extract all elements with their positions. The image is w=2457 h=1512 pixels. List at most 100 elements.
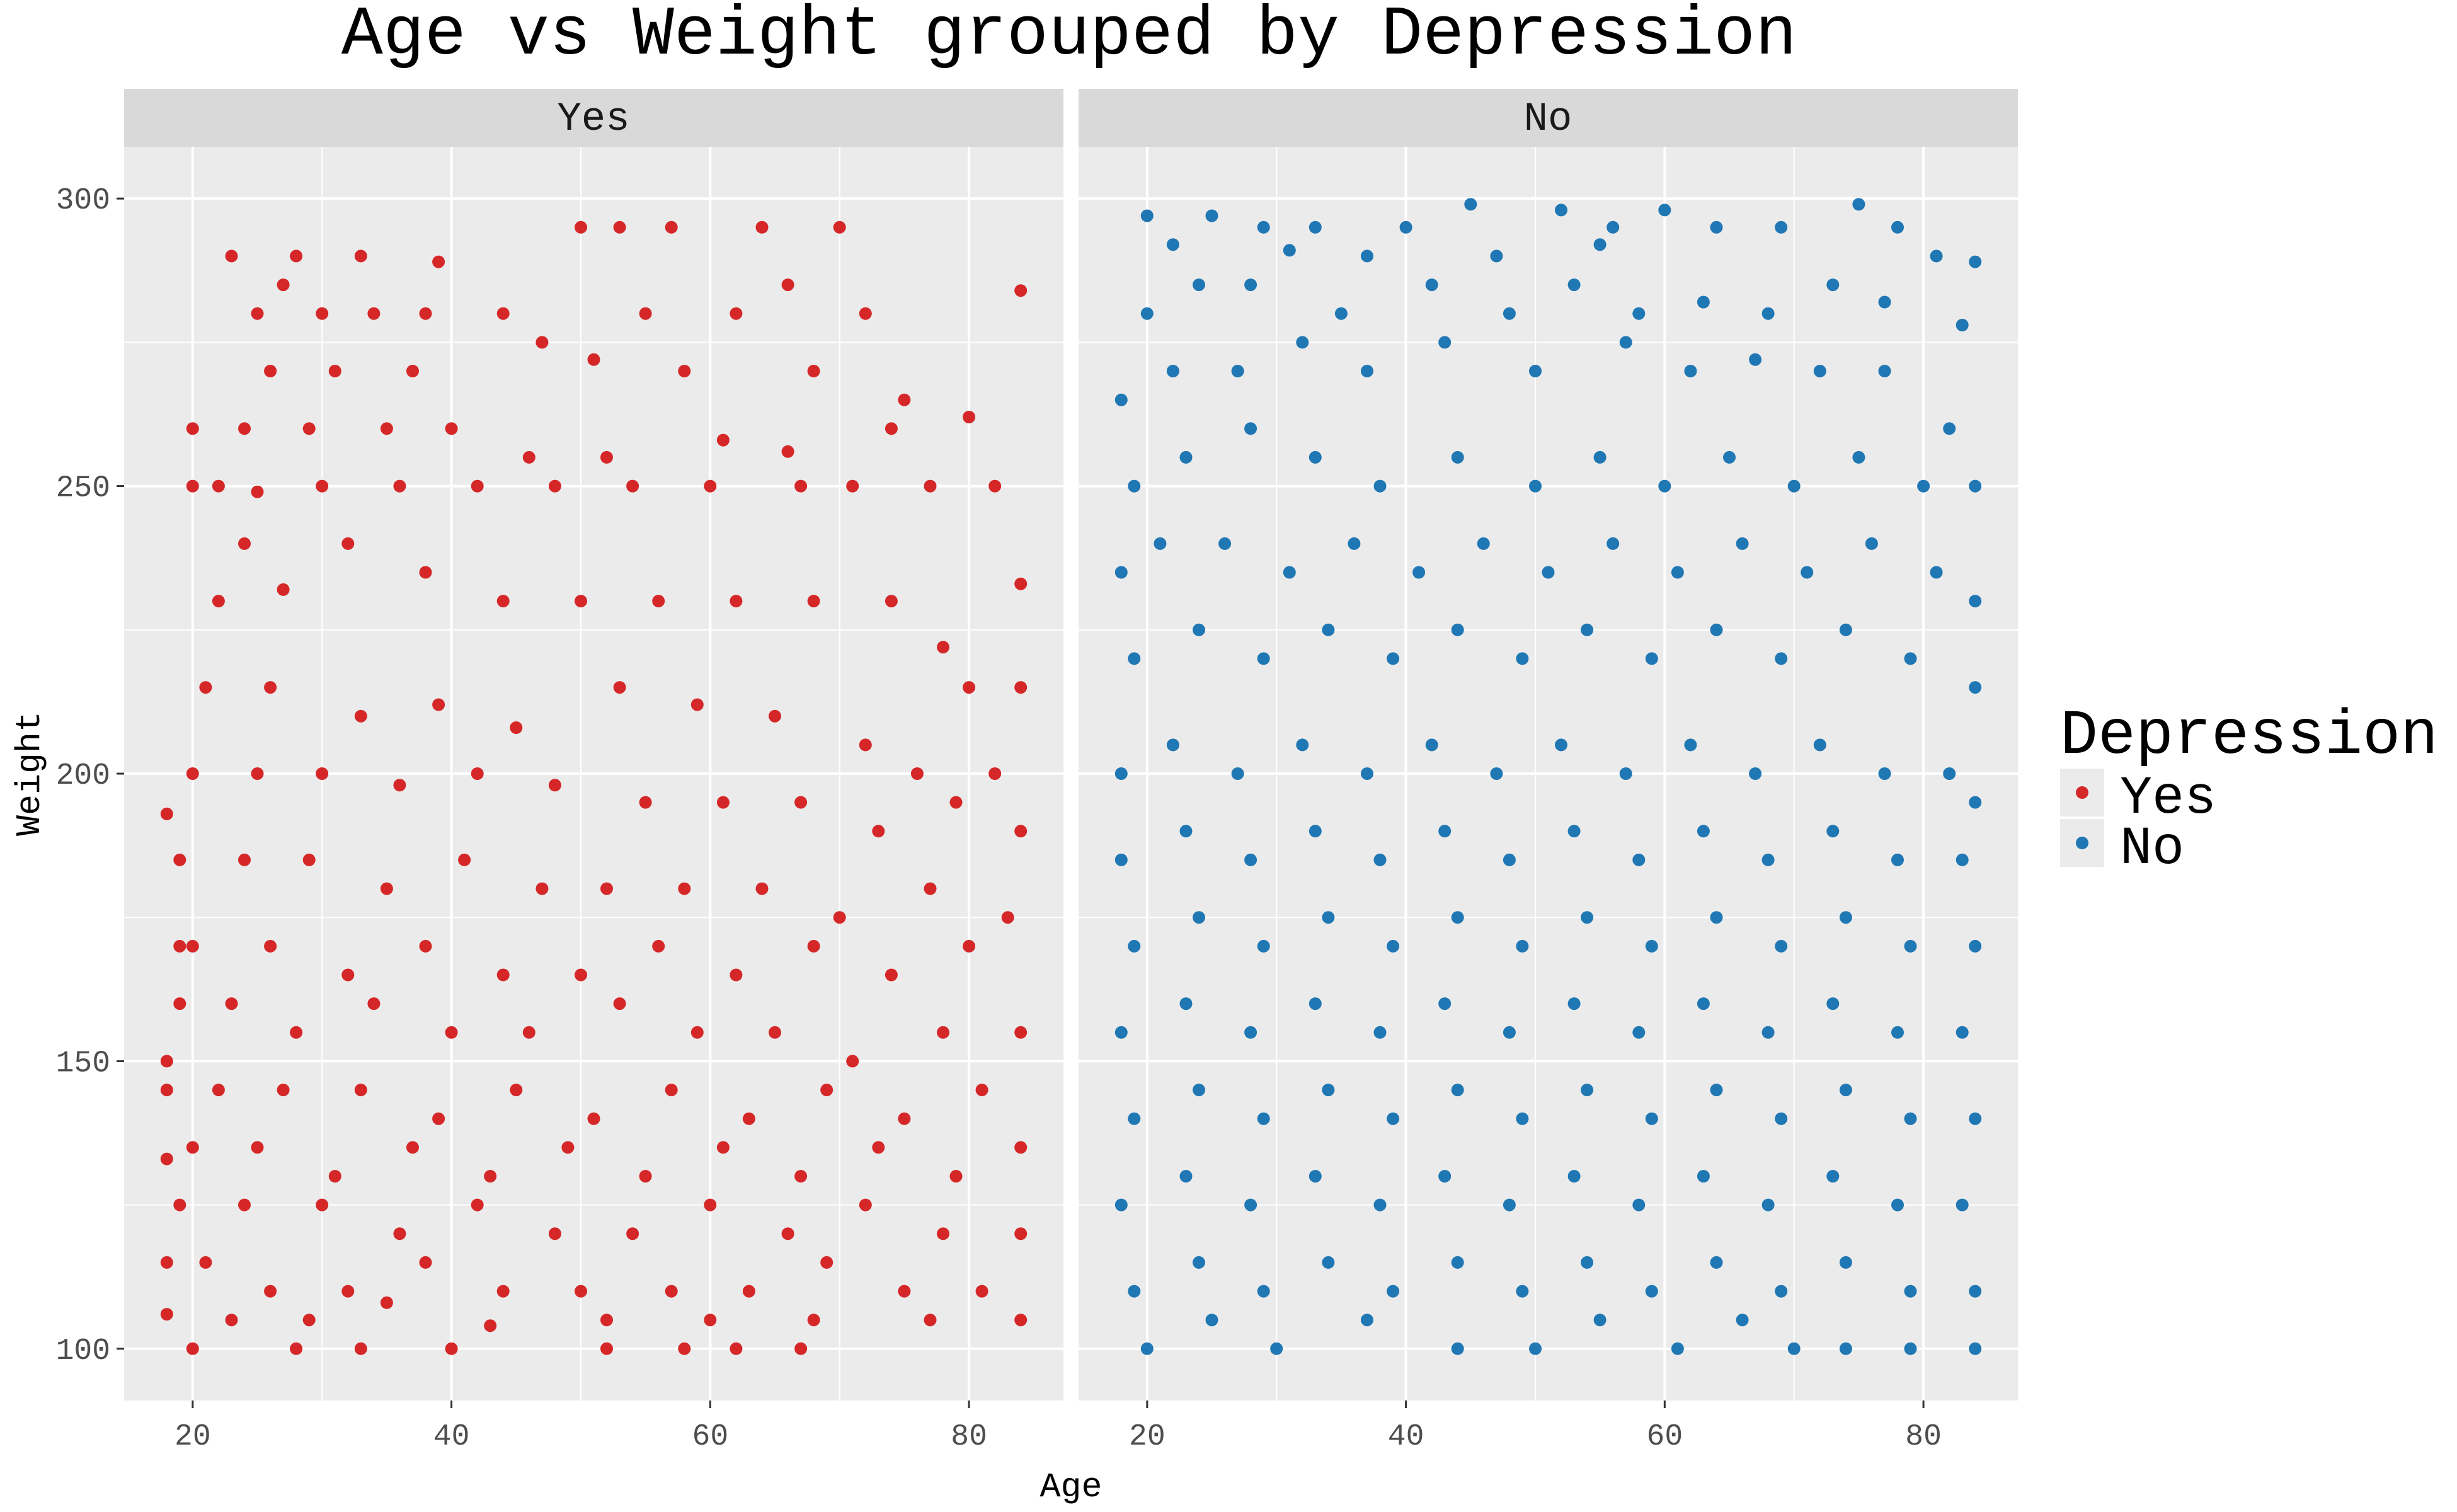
data-point-yes — [186, 479, 199, 493]
facet-strip-no — [1079, 89, 2018, 147]
data-point-no — [1179, 825, 1193, 838]
data-point-no — [1490, 249, 1503, 263]
data-point-no — [1283, 566, 1296, 579]
data-point-yes — [238, 853, 251, 866]
data-point-yes — [199, 1256, 212, 1269]
data-point-no — [1529, 1342, 1542, 1355]
data-point-no — [1438, 997, 1452, 1011]
data-point-yes — [328, 365, 341, 377]
data-point-yes — [807, 595, 820, 608]
facet-strip-yes-label: Yes — [557, 97, 629, 142]
data-point-no — [1451, 1084, 1464, 1097]
data-point-no — [1581, 911, 1594, 924]
data-point-no — [1581, 1084, 1594, 1097]
data-point-yes — [755, 882, 769, 895]
x-axis: 20 40 60 80 20 40 60 80 — [175, 1400, 1942, 1454]
data-point-no — [1839, 911, 1852, 924]
data-point-no — [1891, 1026, 1904, 1039]
data-point-no — [1645, 1112, 1658, 1125]
data-point-yes — [548, 479, 561, 493]
data-point-yes — [949, 1170, 963, 1183]
data-point-yes — [1014, 284, 1028, 297]
data-point-no — [1567, 278, 1581, 292]
data-point-yes — [781, 278, 794, 292]
data-point-no — [1839, 1084, 1852, 1097]
data-point-yes — [846, 479, 859, 493]
data-point-yes — [626, 479, 639, 493]
data-point-no — [1529, 365, 1542, 377]
data-point-yes — [575, 1285, 587, 1298]
data-point-no — [1839, 1256, 1852, 1269]
data-point-no — [1904, 1112, 1917, 1125]
data-point-yes — [639, 796, 652, 809]
data-point-yes — [225, 997, 238, 1011]
data-point-no — [1710, 1084, 1723, 1097]
data-point-yes — [251, 1141, 264, 1154]
data-point-no — [1969, 796, 1982, 809]
data-point-no — [1761, 307, 1775, 320]
x-tick-label: 60 — [692, 1420, 729, 1454]
data-point-no — [1193, 1256, 1205, 1269]
data-point-no — [1658, 203, 1671, 217]
data-point-no — [1697, 825, 1710, 838]
data-point-yes — [173, 997, 186, 1011]
data-point-no — [1451, 623, 1464, 636]
data-point-no — [1322, 623, 1335, 636]
data-point-no — [1322, 911, 1335, 924]
data-point-yes — [445, 1026, 458, 1039]
data-point-yes — [290, 249, 303, 263]
legend-label-yes: Yes — [2120, 768, 2216, 829]
data-point-no — [1516, 652, 1529, 665]
data-point-no — [1865, 537, 1878, 550]
data-point-yes — [859, 307, 872, 320]
data-point-yes — [471, 1198, 484, 1211]
data-point-no — [1658, 479, 1671, 493]
data-point-yes — [238, 1198, 251, 1211]
data-point-yes — [794, 479, 808, 493]
data-point-yes — [742, 1112, 755, 1125]
data-point-no — [1490, 767, 1503, 780]
data-point-no — [1529, 479, 1542, 493]
data-point-no — [1969, 1342, 1982, 1355]
data-point-yes — [458, 853, 471, 866]
data-point-yes — [613, 220, 626, 234]
data-point-no — [1361, 767, 1373, 780]
data-point-yes — [652, 939, 665, 953]
data-point-no — [1516, 1285, 1529, 1298]
data-point-no — [1761, 853, 1775, 866]
data-point-no — [1826, 825, 1840, 838]
data-point-no — [1231, 767, 1244, 780]
data-point-yes — [173, 853, 186, 866]
data-point-yes — [302, 1314, 316, 1327]
data-point-yes — [730, 968, 743, 982]
data-point-yes — [186, 1342, 199, 1355]
data-point-no — [1567, 997, 1581, 1011]
data-point-no — [1839, 1342, 1852, 1355]
data-point-yes — [575, 595, 587, 608]
data-point-yes — [820, 1084, 833, 1097]
data-point-no — [1114, 393, 1128, 406]
data-point-no — [1128, 1112, 1141, 1125]
data-point-no — [1309, 1170, 1322, 1183]
data-point-no — [1425, 738, 1438, 752]
data-point-no — [1451, 450, 1464, 464]
data-point-yes — [678, 1342, 691, 1355]
data-point-no — [1257, 1285, 1270, 1298]
data-point-no — [1606, 220, 1620, 234]
data-point-yes — [277, 1084, 290, 1097]
data-point-yes — [587, 353, 600, 366]
data-point-no — [1723, 450, 1736, 464]
data-point-yes — [872, 825, 885, 838]
data-point-yes — [924, 479, 937, 493]
data-point-no — [1632, 307, 1646, 320]
data-point-no — [1387, 652, 1400, 665]
data-point-no — [1166, 365, 1179, 377]
data-point-yes — [587, 1112, 600, 1125]
data-point-no — [1943, 422, 1956, 435]
data-point-yes — [730, 307, 743, 320]
data-point-no — [1257, 220, 1270, 234]
data-point-no — [1451, 1342, 1464, 1355]
data-point-no — [1218, 537, 1232, 550]
data-point-yes — [1001, 911, 1014, 924]
data-point-no — [1166, 738, 1179, 752]
